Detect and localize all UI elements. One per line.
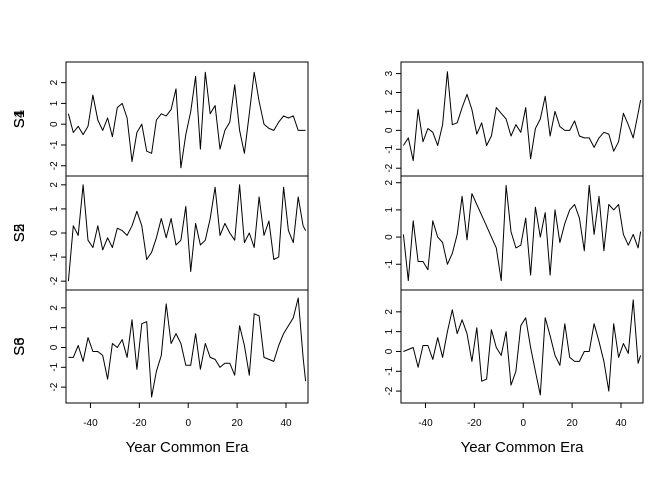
x-tick-label: -40 (83, 418, 98, 429)
x-tick-label: -20 (467, 418, 482, 429)
x-tick-label: 40 (280, 418, 292, 429)
panel-s2: -2 -1 0 1 2 S2 (11, 175, 309, 291)
series-label: S6 (11, 337, 28, 355)
y-tick-label: -2 (49, 161, 60, 170)
panel-s6: -2 -1 0 1 2 S6 (11, 289, 644, 404)
y-tick-label: 1 (384, 328, 395, 334)
y-tick-label: 1 (49, 206, 60, 212)
y-tick-label: 2 (384, 309, 395, 315)
y-tick-label: -1 (49, 362, 60, 371)
series-line-s4 (402, 71, 642, 162)
series-label: S5 (11, 224, 28, 242)
series-line-s1 (67, 71, 306, 169)
x-tick-label: -40 (418, 418, 433, 429)
series-label: S4 (11, 110, 28, 128)
panel-frame (400, 175, 644, 291)
series-label: S2 (11, 224, 28, 242)
x-tick-label: 20 (567, 418, 579, 429)
y-tick-label: 1 (384, 207, 395, 213)
series-label: S1 (11, 110, 28, 128)
chart-column-left: -2 -1 0 1 2 S1 -2 -1 0 1 2 S2 -2 -1 0 1 2 S3 -40 -20 0 20 40 Ye… (11, 61, 309, 456)
x-tick-label: 0 (185, 418, 191, 429)
y-tick-label: 0 (49, 121, 60, 127)
y-tick-label: -2 (384, 163, 395, 172)
x-axis-title: Year Common Era (461, 439, 584, 456)
y-tick-label: 1 (384, 108, 395, 114)
series-line-s5 (402, 184, 642, 282)
y-tick-label: 2 (49, 305, 60, 311)
panel-frame (400, 61, 644, 177)
y-tick-label: 1 (49, 324, 60, 330)
y-tick-label: 1 (49, 100, 60, 106)
y-tick-label: 2 (384, 179, 395, 185)
y-tick-label: 2 (49, 79, 60, 85)
y-tick-label: 0 (49, 344, 60, 350)
panel-frame (400, 289, 644, 404)
y-tick-label: -1 (384, 144, 395, 153)
y-tick-label: -1 (49, 252, 60, 261)
y-tick-label: 0 (384, 348, 395, 354)
series-line-s2 (67, 184, 307, 282)
x-tick-label: 0 (520, 418, 526, 429)
x-axis: -40 -20 0 20 40 Year Common Era (418, 403, 627, 456)
y-tick-label: -2 (49, 276, 60, 285)
panel-s4: -2 -1 0 1 2 3 S4 (11, 61, 644, 177)
panel-s1: -2 -1 0 1 2 S1 (11, 61, 309, 177)
y-tick-label: -1 (49, 140, 60, 149)
panel-frame (65, 61, 309, 177)
panel-frame (65, 175, 309, 291)
series-line-s3 (68, 297, 307, 398)
x-axis-title: Year Common Era (126, 439, 249, 456)
x-axis: -40 -20 0 20 40 Year Common Era (83, 403, 292, 456)
panel-s5: -1 0 1 2 S5 (11, 175, 644, 291)
y-tick-label: -2 (49, 382, 60, 391)
y-tick-label: 2 (384, 89, 395, 95)
y-tick-label: 0 (49, 230, 60, 236)
y-tick-label: -1 (384, 259, 395, 268)
series-line-s6 (403, 299, 642, 396)
x-tick-label: -20 (132, 418, 147, 429)
y-tick-label: 2 (49, 182, 60, 188)
panel-s3: -2 -1 0 1 2 S3 (11, 289, 309, 404)
y-tick-label: 3 (384, 70, 395, 76)
y-tick-label: -2 (384, 386, 395, 395)
panel-frame (65, 289, 309, 404)
series-label: S3 (11, 337, 28, 355)
x-tick-label: 20 (232, 418, 244, 429)
y-tick-label: -1 (384, 366, 395, 375)
y-tick-label: 0 (384, 127, 395, 133)
x-tick-label: 40 (615, 418, 627, 429)
y-tick-label: 0 (384, 234, 395, 240)
